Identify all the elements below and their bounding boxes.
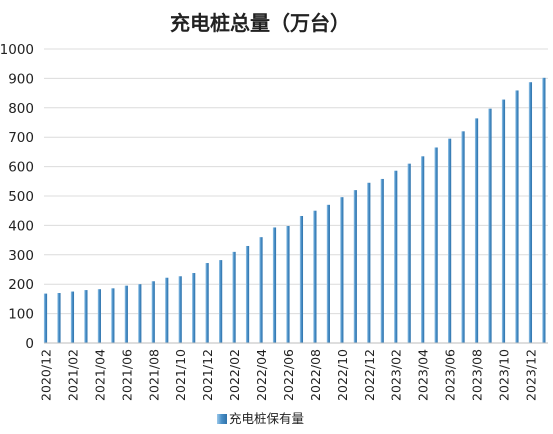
y-tick-label: 700 [8,130,34,146]
x-tick-label: 2022/12 [362,349,377,401]
x-tick-label: 2023/02 [389,349,404,401]
y-tick-label: 500 [8,189,34,205]
bar-2022-02 [232,251,236,343]
bar-2023-02 [394,170,398,343]
bar-2021-01 [57,293,61,343]
bar-2023-10 [501,99,506,344]
bar-2021-02 [70,291,75,343]
bar-2021-11 [192,273,196,343]
bar-2022-01 [219,260,223,343]
bar-2022-04 [259,237,263,343]
y-tick-label: 900 [8,71,34,87]
y-axis-ticks: 0 100 200 300 400 500 600 700 800 900 1000 [0,42,34,352]
bar-2021-10 [178,276,182,343]
x-tick-label: 2023/04 [416,349,431,401]
bar-2023-04 [421,156,425,343]
y-tick-label: 600 [8,160,34,176]
x-tick-label: 2023/06 [443,349,458,401]
x-tick-label: 2022/04 [254,349,269,401]
y-tick-label: 100 [8,307,34,323]
bar-2021-12 [205,263,209,343]
x-tick-label: 2021/08 [146,349,161,401]
bar-2023-01 [380,178,384,343]
bar-2021-04 [97,289,101,343]
legend: 充电桩保有量 [217,411,304,426]
y-tick-label: 0 [25,336,34,352]
x-tick-label: 2020/12 [39,349,54,401]
x-tick-label: 2022/02 [227,349,242,401]
x-tick-label: 2021/02 [65,349,80,401]
bar-2023-08 [474,118,479,343]
x-tick-label: 2023/10 [496,349,511,401]
x-tick-label: 2022/10 [335,349,350,401]
bar-2021-08 [151,281,155,343]
y-tick-label: 1000 [0,42,34,58]
x-tick-label: 2022/08 [308,349,323,401]
legend-swatch [217,414,227,424]
x-tick-label: 2021/04 [92,349,107,401]
x-tick-label: 2023/08 [470,349,485,401]
bar-2023-12 [528,82,533,344]
y-tick-label: 400 [8,218,34,234]
bar-2022-08 [313,210,317,343]
bar-2021-07 [138,284,142,343]
bar-2022-09 [326,204,330,343]
bar-2022-06 [286,225,290,343]
bar-2023-03 [407,163,411,343]
x-tick-label: 2021/12 [200,349,215,401]
bar-2023-11 [515,90,519,343]
bar-2022-05 [272,227,277,343]
x-tick-label: 2022/06 [281,349,296,401]
y-tick-label: 800 [8,101,34,117]
bar-2021-05 [111,288,115,343]
bar-2021-06 [124,285,128,343]
bar-2020-12 [43,293,48,343]
bar-2021-09 [165,277,169,343]
bar-2024-01 [542,77,546,343]
bar-2023-05 [434,147,438,343]
y-tick-label: 200 [8,277,34,293]
gridlines [44,48,548,315]
bar-2022-03 [245,245,250,343]
bars [43,77,546,344]
bar-2022-10 [340,197,344,343]
x-tick-label: 2023/12 [523,349,538,401]
y-tick-label: 300 [8,248,34,264]
bar-2021-03 [84,290,88,343]
bar-2023-07 [461,131,465,343]
chart-title: 充电桩总量（万台） [170,11,350,35]
bar-2022-11 [353,190,357,343]
bar-2022-07 [299,215,304,343]
x-axis-ticks: 2020/12 2021/02 2021/04 2021/06 2021/08 2021/… [39,349,539,401]
x-tick-label: 2021/10 [173,349,188,401]
bar-2023-09 [488,108,492,343]
x-tick-label: 2021/06 [119,349,134,401]
bar-2022-12 [367,182,371,343]
legend-label: 充电桩保有量 [229,411,304,426]
bar-2023-06 [448,138,452,343]
